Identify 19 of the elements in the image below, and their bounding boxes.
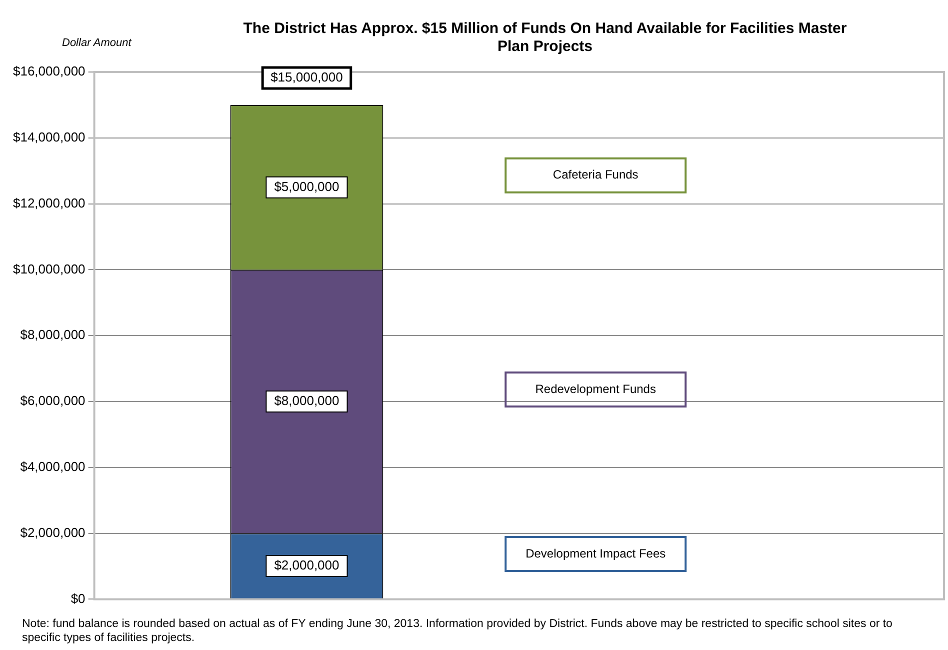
y-axis-title: Dollar Amount (62, 37, 132, 49)
y-tick-label: $2,000,000 (20, 524, 86, 540)
y-tick-label: $14,000,000 (12, 129, 86, 144)
y-tick-label: $6,000,000 (20, 393, 86, 408)
text: Redevelopment Funds (535, 382, 656, 396)
y-tick-label: $10,000,000 (12, 261, 86, 276)
text: Note: fund balance is rounded based on actual as of FY ending June 30, 2013. Information provided by District. Funds above may be restricted to specific school sites or to specific types of facilities projects. (22, 617, 894, 645)
y-tick-label: $12,000,000 (12, 195, 86, 210)
text: Development Impact Fees (526, 546, 666, 560)
data-label: $2,000,000 (274, 558, 340, 573)
total-label: $15,000,000 (270, 70, 343, 85)
chart-title: The District Has Approx. $15 Million of Funds On Hand Available for Facilities Master Plan Projects (242, 20, 848, 56)
y-tick-label: $0 (70, 590, 86, 606)
y-tick-label: $16,000,000 (12, 64, 86, 79)
data-label: $5,000,000 (274, 178, 340, 194)
y-tick-label: $8,000,000 (20, 327, 86, 342)
data-label: $8,000,000 (274, 393, 340, 408)
text: Cafeteria Funds (552, 168, 638, 182)
y-tick-label: $4,000,000 (20, 458, 86, 474)
